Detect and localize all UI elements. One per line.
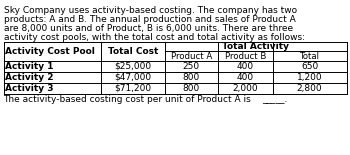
Text: 400: 400 bbox=[237, 73, 254, 82]
Text: Product A: Product A bbox=[171, 52, 212, 61]
Text: _____.: _____. bbox=[262, 95, 288, 104]
Text: Product B: Product B bbox=[225, 52, 266, 61]
Text: 650: 650 bbox=[301, 62, 318, 71]
Text: products: A and B. The annual production and sales of Product A: products: A and B. The annual production… bbox=[4, 15, 295, 24]
Text: 1,200: 1,200 bbox=[297, 73, 322, 82]
Text: $25,000: $25,000 bbox=[114, 62, 152, 71]
Text: 2,000: 2,000 bbox=[232, 84, 258, 93]
Text: 250: 250 bbox=[183, 62, 200, 71]
Text: $47,000: $47,000 bbox=[114, 73, 152, 82]
Text: 400: 400 bbox=[237, 62, 254, 71]
Text: Total: Total bbox=[300, 52, 320, 61]
Text: Activity 2: Activity 2 bbox=[5, 73, 54, 82]
Text: $71,200: $71,200 bbox=[114, 84, 152, 93]
Text: are 8,000 units and of Product, B is 6,000 units. There are three: are 8,000 units and of Product, B is 6,0… bbox=[4, 24, 293, 33]
Text: 800: 800 bbox=[183, 84, 200, 93]
Text: Activity Cost Pool: Activity Cost Pool bbox=[5, 47, 95, 56]
Text: Activity 1: Activity 1 bbox=[5, 62, 54, 71]
Text: activity cost pools, with the total cost and total activity as follows:: activity cost pools, with the total cost… bbox=[4, 33, 304, 42]
Text: Sky Company uses activity-based costing. The company has two: Sky Company uses activity-based costing.… bbox=[4, 6, 297, 15]
Text: 800: 800 bbox=[183, 73, 200, 82]
Text: Total Activity: Total Activity bbox=[222, 42, 289, 51]
Text: Total Cost: Total Cost bbox=[108, 47, 158, 56]
Text: The activity-based costing cost per unit of Product A is: The activity-based costing cost per unit… bbox=[4, 95, 251, 104]
Text: 2,800: 2,800 bbox=[297, 84, 322, 93]
Text: Activity 3: Activity 3 bbox=[5, 84, 54, 93]
